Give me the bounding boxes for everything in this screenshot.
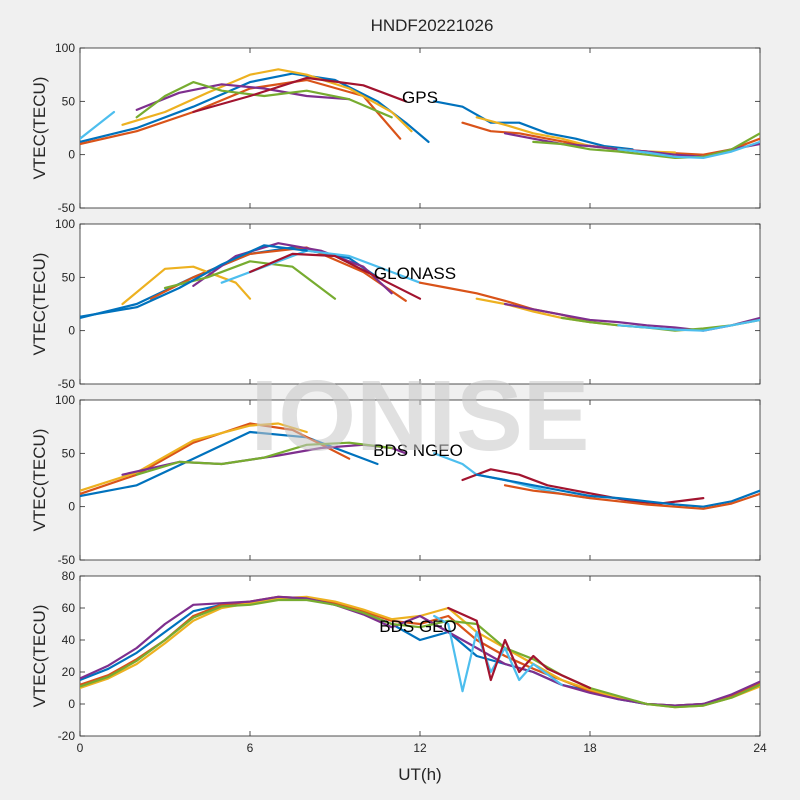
panel-label: GPS bbox=[402, 88, 438, 107]
panel-axes-box bbox=[79, 47, 761, 209]
panel-0: -50 0 50 100 VTEC(TECU) GPS bbox=[30, 41, 761, 215]
series-line-1 bbox=[149, 246, 407, 302]
panel-1: -50 0 50 100 VTEC(TECU) GLONASS bbox=[30, 217, 761, 391]
series-line-12 bbox=[617, 318, 760, 332]
watermark: IONISE bbox=[251, 360, 590, 472]
series-line-12 bbox=[617, 140, 760, 159]
series-line-7 bbox=[80, 244, 308, 318]
x-tick-label: 0 bbox=[77, 741, 84, 755]
y-tick-label: 0 bbox=[68, 500, 75, 514]
panels-group: -50 0 50 100 VTEC(TECU) GPS -50 0 50 100 VTEC(TECU… bbox=[30, 41, 767, 755]
y-tick-label: 20 bbox=[62, 665, 76, 679]
series-line-0 bbox=[80, 430, 379, 498]
y-tick-label: 100 bbox=[55, 393, 75, 407]
y-axis-label: VTEC(TECU) bbox=[30, 77, 49, 180]
y-axis-label: VTEC(TECU) bbox=[30, 605, 49, 708]
series-group bbox=[80, 595, 760, 709]
y-axis-label: VTEC(TECU) bbox=[30, 253, 49, 356]
y-tick-label: -50 bbox=[58, 201, 76, 215]
series-line-7 bbox=[433, 100, 634, 151]
y-tick-label: -20 bbox=[58, 729, 76, 743]
series-line-3 bbox=[135, 83, 351, 112]
series-line-6 bbox=[447, 606, 592, 690]
series-line-6 bbox=[192, 76, 407, 114]
series-line-8 bbox=[503, 484, 760, 510]
x-tick-label: 18 bbox=[583, 741, 597, 755]
y-tick-label: 100 bbox=[55, 41, 75, 55]
series-line-6 bbox=[248, 252, 422, 300]
y-tick-label: 0 bbox=[68, 148, 75, 162]
panel-axes-box bbox=[79, 223, 761, 385]
chart-title: HNDF20221026 bbox=[371, 16, 494, 35]
x-tick-label: 6 bbox=[247, 741, 254, 755]
panel-label: BDS GEO bbox=[379, 617, 456, 636]
x-tick-label: 24 bbox=[753, 741, 767, 755]
x-tick-label: 12 bbox=[413, 741, 427, 755]
y-axis-label: VTEC(TECU) bbox=[30, 429, 49, 532]
y-tick-label: 50 bbox=[62, 270, 76, 284]
y-tick-label: 40 bbox=[62, 633, 76, 647]
series-group bbox=[80, 422, 760, 510]
series-group bbox=[80, 242, 760, 332]
series-line-4 bbox=[135, 80, 393, 119]
series-line-5 bbox=[433, 614, 563, 693]
series-line-2 bbox=[121, 265, 252, 306]
series-line-5 bbox=[80, 110, 116, 140]
series-group bbox=[80, 68, 760, 159]
y-tick-label: 0 bbox=[68, 324, 75, 338]
series-line-2 bbox=[121, 68, 413, 133]
y-tick-label: -50 bbox=[58, 553, 76, 567]
panel-label: GLONASS bbox=[374, 264, 456, 283]
x-axis-label: UT(h) bbox=[398, 765, 441, 784]
y-tick-label: -50 bbox=[58, 377, 76, 391]
y-tick-label: 50 bbox=[62, 94, 76, 108]
y-tick-label: 100 bbox=[55, 217, 75, 231]
y-tick-label: 60 bbox=[62, 601, 76, 615]
panel-label: BDS NGEO bbox=[373, 441, 463, 460]
series-line-7 bbox=[475, 473, 760, 508]
y-tick-label: 50 bbox=[62, 446, 76, 460]
series-line-2 bbox=[80, 422, 308, 492]
panel-2: -50 0 50 100 VTEC(TECU) BDS NGEO bbox=[30, 393, 761, 567]
series-line-4 bbox=[135, 441, 393, 476]
y-tick-label: 80 bbox=[62, 569, 76, 583]
panel-axes-box bbox=[79, 575, 761, 737]
series-line-11 bbox=[532, 132, 760, 159]
y-tick-label: 0 bbox=[68, 697, 75, 711]
series-line-4 bbox=[80, 598, 760, 709]
